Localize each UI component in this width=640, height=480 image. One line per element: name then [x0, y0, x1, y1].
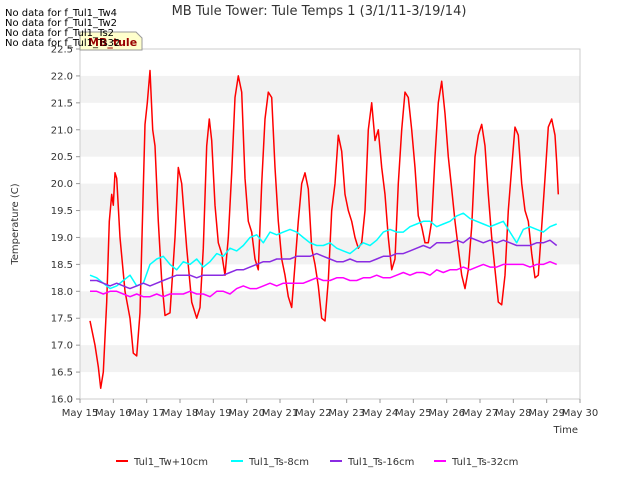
legend-label: Tul1_Ts-16cm: [347, 457, 414, 468]
series-line: [89, 69, 560, 389]
y-tick-label: 18.0: [51, 287, 73, 298]
x-tick-label: May 28: [495, 408, 532, 419]
series-line: [89, 212, 557, 290]
y-tick-label: 16.0: [51, 395, 73, 406]
y-tick-label: 22.0: [51, 71, 73, 82]
legend: Tul1_Tw+10cm Tul1_Ts-8cm Tul1_Ts-16cm Tul1_…: [116, 457, 518, 468]
x-tick-label: May 29: [528, 408, 565, 419]
x-tick-label: May 23: [328, 408, 365, 419]
y-tick-label: 17.5: [51, 314, 73, 325]
y-tick-label: 21.0: [51, 125, 73, 136]
y-ticks: 16.0 16.5 17.0 17.5 18.0 18.5 19.0 19.5 20.0 20.5…: [51, 45, 80, 406]
no-data-message: No data for f_Tul1_Tw2: [5, 18, 117, 29]
legend-label: Tul1_Tw+10cm: [133, 457, 208, 468]
x-tick-label: May 24: [362, 408, 399, 419]
no-data-message: No data for f_Tul1_Ts2: [5, 28, 115, 39]
annotation-label: MB_tule: [88, 36, 137, 49]
legend-label: Tul1_Ts-8cm: [248, 457, 309, 468]
x-tick-label: May 20: [228, 408, 265, 419]
series-lines: [89, 69, 560, 389]
x-tick-label: May 27: [462, 408, 499, 419]
no-data-message: No data for f_Tul1_Tw4: [5, 8, 117, 19]
x-tick-label: May 21: [262, 408, 299, 419]
x-tick-label: May 30: [562, 408, 599, 419]
x-tick-label: May 15: [62, 408, 99, 419]
grid-band: [80, 129, 580, 157]
y-tick-label: 20.5: [51, 152, 73, 163]
plot-area-border: [79, 48, 581, 400]
x-tick-label: May 16: [95, 408, 132, 419]
x-tick-label: May 26: [428, 408, 465, 419]
y-tick-label: 19.0: [51, 233, 73, 244]
y-tick-label: 22.5: [51, 45, 73, 56]
y-tick-label: 21.5: [51, 98, 73, 109]
y-tick-label: 17.0: [51, 341, 73, 352]
y-tick-label: 16.5: [51, 368, 73, 379]
y-tick-label: 19.5: [51, 206, 73, 217]
grid-band: [80, 75, 580, 103]
x-tick-label: May 25: [395, 408, 432, 419]
legend-label: Tul1_Ts-32cm: [451, 457, 518, 468]
annotation-box: MB_tule: [79, 31, 143, 51]
grid-band: [80, 345, 580, 373]
x-tick-label: May 22: [295, 408, 332, 419]
series-line: [90, 260, 557, 298]
chart-title: MB Tule Tower: Tule Temps 1 (3/1/11-3/19…: [172, 4, 467, 19]
series-line: [90, 236, 558, 290]
y-tick-label: 18.5: [51, 260, 73, 271]
x-tick-label: May 17: [128, 408, 165, 419]
x-axis-label: Time: [553, 425, 578, 436]
grid-bands: [80, 75, 580, 373]
no-data-message: No data for f_Tul1_Ts32: [5, 38, 121, 49]
x-tick-label: May 19: [195, 408, 232, 419]
grid-band: [80, 183, 580, 211]
x-tick-label: May 18: [162, 408, 199, 419]
y-tick-label: 20.0: [51, 179, 73, 190]
y-axis-label: Temperature (C): [10, 183, 21, 265]
